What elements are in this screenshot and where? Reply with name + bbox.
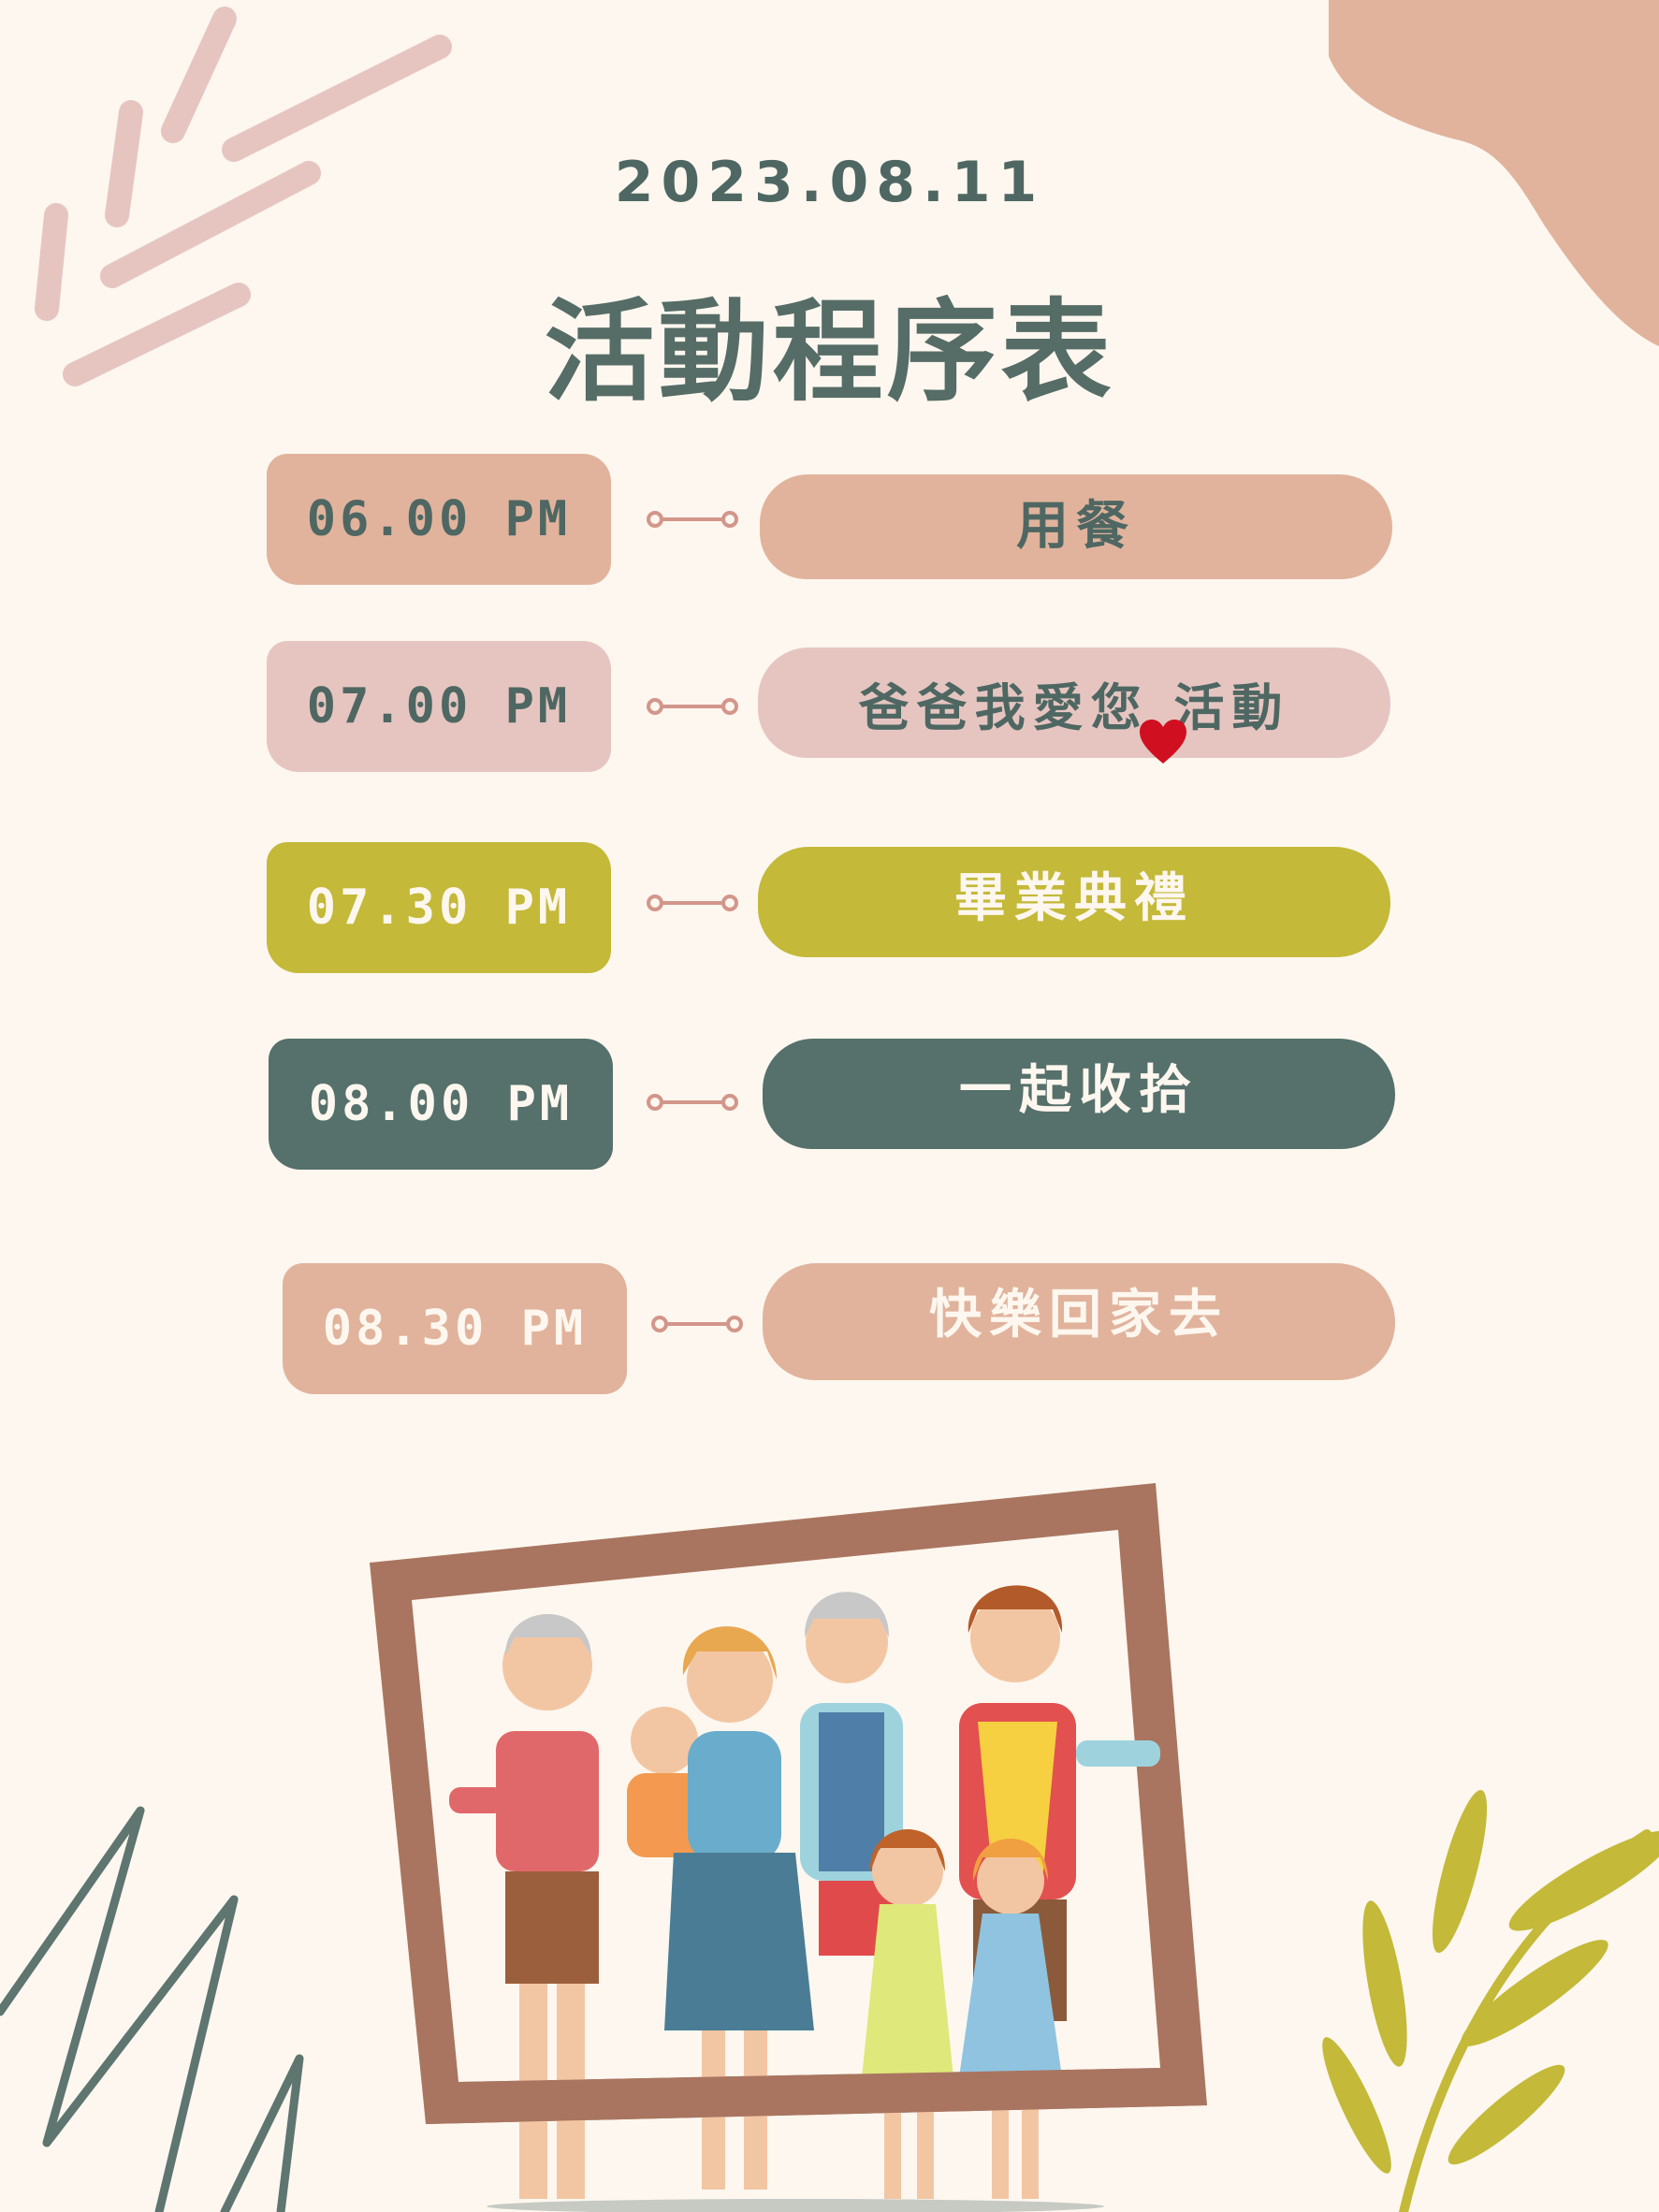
time-badge: 08.30 PM	[283, 1263, 627, 1394]
event-label: 爸爸我愛您 活動	[758, 648, 1390, 758]
schedule-row: 07.00 PM 爸爸我愛您 活動	[0, 636, 1659, 777]
heart-icon	[1140, 720, 1186, 764]
event-label: 快樂回家去	[763, 1263, 1395, 1380]
time-badge: 07.30 PM	[267, 842, 611, 973]
schedule-row: 08.30 PM 快樂回家去	[0, 1259, 1659, 1399]
time-badge: 08.00 PM	[269, 1039, 613, 1170]
event-label: 用餐	[760, 474, 1392, 579]
event-date: 2023.08.11	[614, 150, 1045, 215]
event-label: 畢業典禮	[758, 847, 1390, 957]
time-badge: 07.00 PM	[267, 641, 611, 772]
connector-icon	[647, 698, 738, 715]
connector-icon	[647, 1094, 738, 1111]
schedule-row: 08.00 PM 一起收拾	[0, 1034, 1659, 1174]
picture-frame-icon	[370, 1483, 1207, 2212]
leaf-icon	[1322, 1789, 1659, 2212]
connector-icon	[647, 511, 738, 528]
schedule-row: 06.00 PM 用餐	[0, 449, 1659, 589]
connector-icon	[651, 1316, 743, 1332]
page-title: 活動程序表	[544, 287, 1115, 416]
time-badge: 06.00 PM	[267, 454, 611, 585]
schedule-row: 07.30 PM 畢業典禮	[0, 833, 1659, 973]
event-label: 一起收拾	[763, 1039, 1395, 1149]
connector-icon	[647, 895, 738, 911]
